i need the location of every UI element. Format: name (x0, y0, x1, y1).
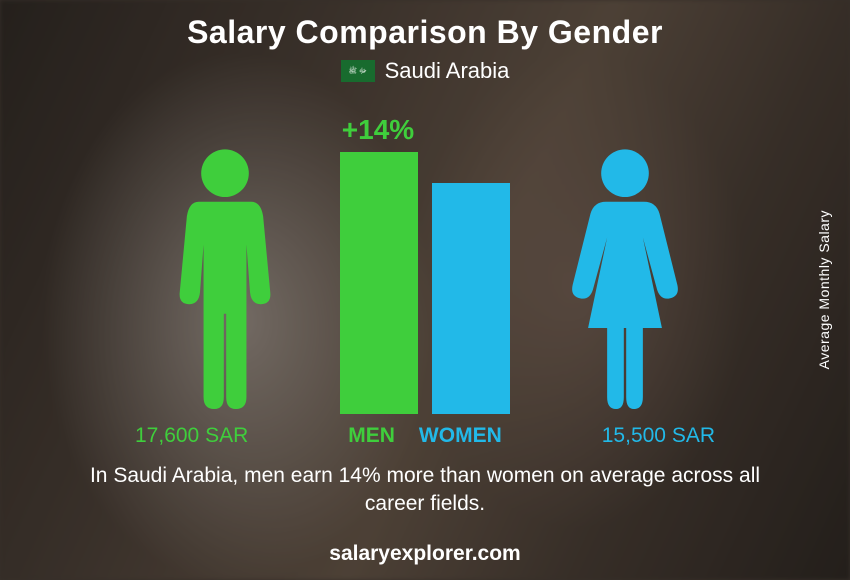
footer-source: salaryexplorer.com (0, 542, 850, 566)
female-svg (565, 147, 685, 409)
content-root: Salary Comparison By Gender ﷻ ﷺ Saudi Ar… (0, 0, 850, 580)
page-title: Salary Comparison By Gender (0, 14, 850, 51)
caption-text: In Saudi Arabia, men earn 14% more than … (80, 462, 770, 519)
label-men: MEN (348, 424, 395, 448)
percent-label-men: +14% (318, 114, 438, 146)
label-women: WOMEN (419, 424, 502, 448)
bar-women (432, 183, 510, 414)
salary-men: 17,600 SAR (135, 424, 248, 448)
label-row: 17,600 SAR MEN WOMEN 15,500 SAR (0, 424, 850, 448)
flag-script: ﷻ ﷺ (348, 68, 366, 75)
country-name: Saudi Arabia (385, 58, 510, 84)
salary-women: 15,500 SAR (602, 424, 715, 448)
country-row: ﷻ ﷺ Saudi Arabia (0, 58, 850, 84)
bar-men (340, 152, 418, 414)
y-axis-label-wrap: Average Monthly Salary (816, 0, 832, 580)
y-axis-label: Average Monthly Salary (816, 210, 832, 369)
male-person-icon (165, 147, 285, 414)
chart-area: +14% 17,600 SAR MEN WOMEN 15,500 SAR (0, 96, 850, 456)
male-svg (165, 147, 285, 409)
female-person-icon (565, 147, 685, 414)
flag-icon: ﷻ ﷺ (341, 60, 375, 82)
